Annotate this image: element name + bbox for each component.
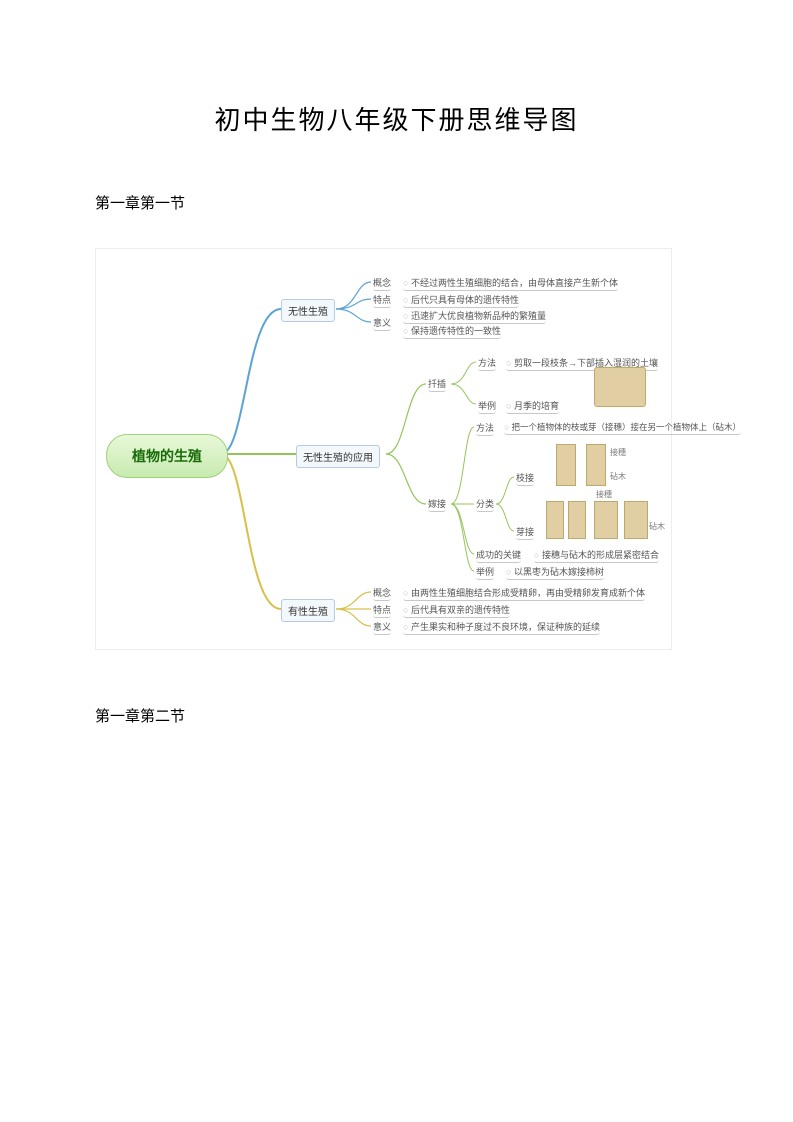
label-example2: 举例: [476, 565, 494, 580]
text-b1-meaning2: 保持遗传特性的一致性: [403, 324, 501, 339]
label-concept3: 概念: [373, 586, 391, 601]
label-zhanmu-1: 砧木: [610, 471, 626, 482]
img-bud-1: [546, 501, 564, 539]
label-concept: 概念: [373, 276, 391, 291]
section-1-heading: 第一章第一节: [95, 192, 698, 213]
label-example: 举例: [478, 399, 496, 414]
img-graft-1: [556, 444, 576, 486]
label-feature: 特点: [373, 293, 391, 308]
node-graft: 嫁接: [428, 497, 446, 512]
img-graft-2: [586, 444, 606, 486]
text-cutting-example: 月季的培育: [506, 399, 559, 414]
page: 初中生物八年级下册思维导图 第一章第一节: [0, 0, 793, 1122]
section-2-heading: 第一章第二节: [95, 705, 698, 726]
label-zhanmu-2: 砧木: [649, 521, 665, 532]
text-b3-concept: 由两性生殖细胞结合形成受精卵，再由受精卵发育成新个体: [403, 586, 645, 601]
text-graft-method: 把一个植物体的枝或芽（接穗）接在另一个植物体上（砧木）: [504, 421, 741, 435]
label-feature3: 特点: [373, 603, 391, 618]
node-asexual: 无性生殖: [281, 299, 335, 322]
mindmap-diagram: 植物的生殖 无性生殖 概念 不经过两性生殖细胞的结合，由母体直接产生新个体 特点…: [95, 248, 672, 650]
label-meaning: 意义: [373, 316, 391, 331]
node-cutting: 扦插: [428, 377, 446, 392]
label-key: 成功的关键: [476, 548, 521, 563]
text-b3-meaning: 产生果实和种子度过不良环境，保证种族的延续: [403, 620, 600, 635]
label-method: 方法: [478, 356, 496, 371]
image-placeholder-cutting: [594, 367, 646, 407]
img-bud-2: [568, 501, 586, 539]
text-b1-meaning1: 迅速扩大优良植物新品种的繁殖量: [403, 309, 546, 324]
node-sexual: 有性生殖: [281, 599, 335, 622]
label-jiesui-2: 接穗: [596, 489, 612, 500]
label-jiesui-1: 接穗: [610, 447, 626, 458]
text-b1-feature: 后代只具有母体的遗传特性: [403, 293, 519, 308]
text-b3-feature: 后代具有双亲的遗传特性: [403, 603, 510, 618]
img-bud-3: [594, 501, 618, 539]
label-meaning3: 意义: [373, 620, 391, 635]
node-application: 无性生殖的应用: [296, 445, 380, 468]
label-method2: 方法: [476, 421, 494, 436]
page-title: 初中生物八年级下册思维导图: [95, 100, 698, 137]
text-graft-key: 接穗与砧木的形成层紧密结合: [534, 548, 659, 563]
root-node: 植物的生殖: [106, 434, 228, 478]
text-graft-example: 以黑枣为砧木嫁接柿树: [506, 565, 604, 580]
node-bud-graft: 芽接: [516, 525, 534, 540]
label-classify: 分类: [476, 497, 494, 512]
node-branch-graft: 枝接: [516, 471, 534, 486]
text-b1-concept: 不经过两性生殖细胞的结合，由母体直接产生新个体: [403, 276, 618, 291]
img-bud-4: [624, 501, 648, 539]
